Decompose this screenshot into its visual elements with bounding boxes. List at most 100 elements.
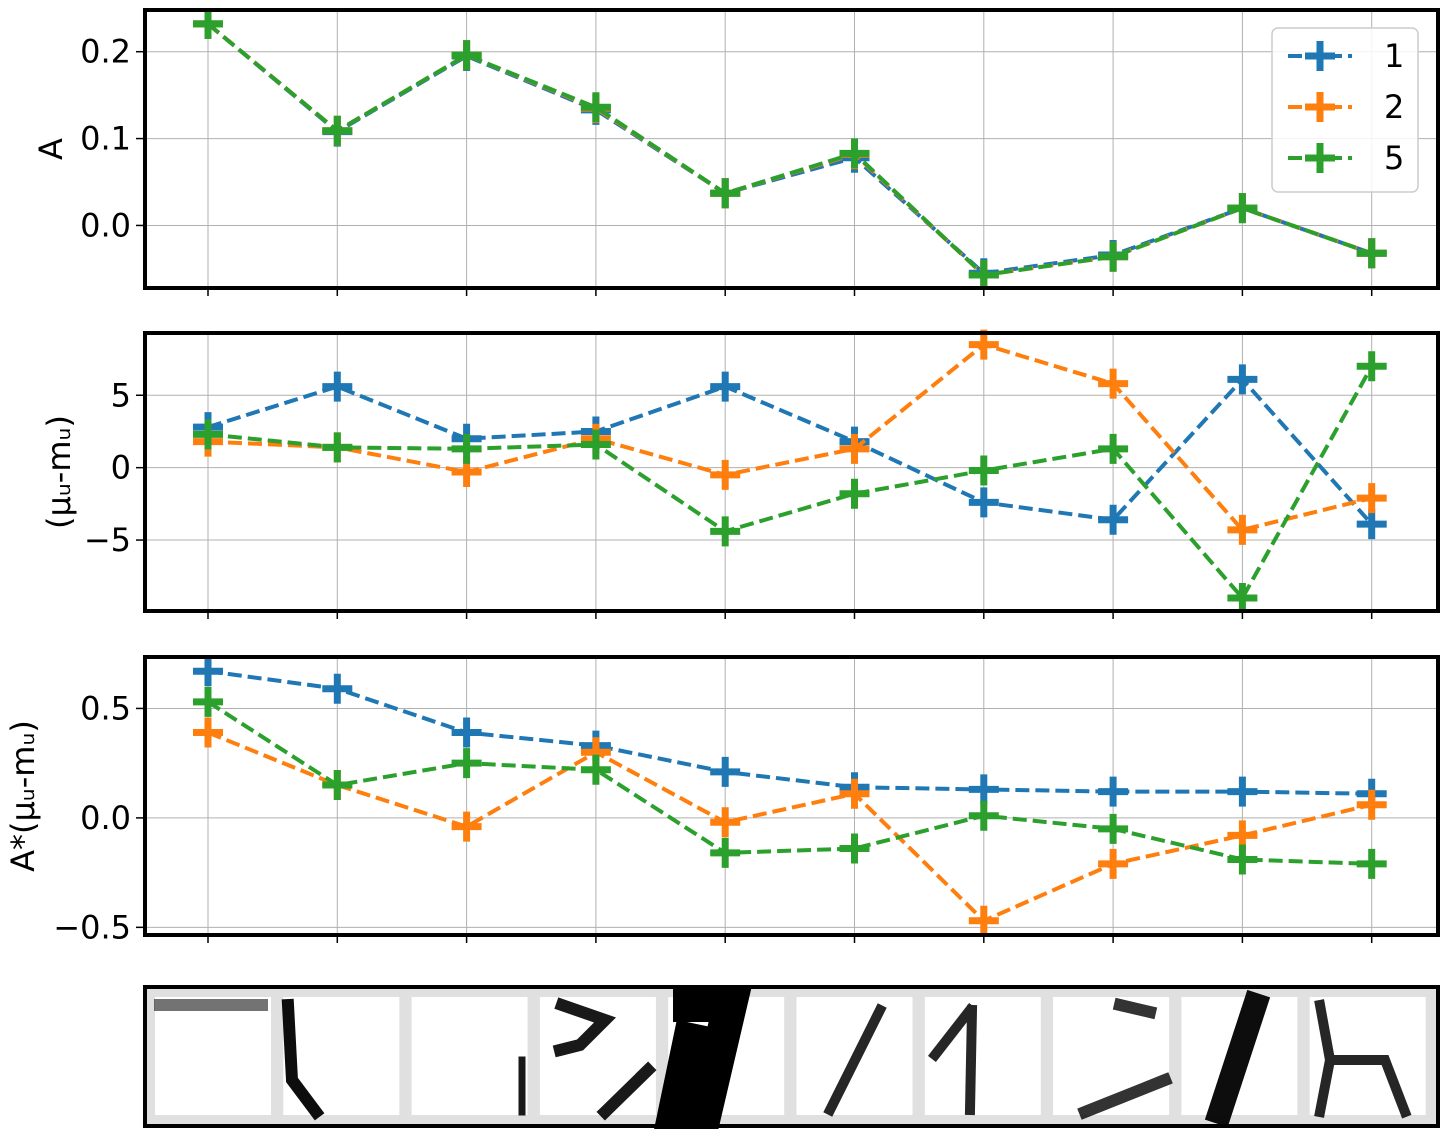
digit-stroke [1077, 997, 1173, 1120]
y-axis-label: A [32, 138, 70, 160]
y-tick-label: 5 [111, 376, 131, 414]
data-point-series-1 [451, 717, 482, 748]
legend-marker-1 [1305, 41, 1335, 71]
data-point-series-5 [193, 8, 223, 39]
data-point-series-2 [968, 905, 999, 936]
data-point-series-5 [710, 516, 741, 547]
y-tick-label: 0.1 [80, 120, 131, 158]
series-line-5 [206, 22, 1373, 278]
data-point-series-5 [968, 455, 999, 486]
digit-patch-3 [411, 997, 528, 1115]
data-point-series-2 [839, 433, 870, 464]
data-point-series-5 [1356, 351, 1387, 382]
y-tick-label: 0.0 [80, 206, 131, 244]
legend-label-1: 1 [1384, 37, 1404, 75]
digit-stroke [552, 997, 657, 1121]
data-point-series-5 [1356, 238, 1387, 269]
data-point-series-5 [322, 432, 353, 463]
axes-frame [143, 8, 1440, 290]
digit-patch-7 [924, 997, 1041, 1115]
panel-a-times-mu-minus-m: −0.5 0.0 0.5 A*(μᵤ-mᵤ) [4, 655, 1440, 946]
digit-stroke [927, 1002, 978, 1116]
series-line-2 [206, 22, 1373, 278]
data-point-series-5 [322, 115, 353, 146]
data-point-series-2 [839, 778, 870, 809]
data-point-series-5 [968, 259, 999, 290]
data-point-series-5 [710, 837, 741, 868]
axes-frame [143, 331, 1440, 613]
data-point-series-2 [1098, 368, 1129, 399]
data-point-series-2 [1227, 514, 1258, 545]
data-point-series-1 [710, 371, 741, 402]
series-line-5 [206, 700, 1372, 866]
data-point-series-5 [1356, 848, 1387, 879]
y-tick-label: 0 [111, 449, 131, 487]
data-point-series-1 [1227, 776, 1258, 807]
digit-patch-1 [155, 997, 271, 1115]
data-point-series-1 [1098, 776, 1129, 807]
y-tick-label: −0.5 [53, 908, 131, 946]
data-point-series-5 [580, 754, 611, 785]
data-point-series-1 [1356, 509, 1387, 540]
data-point-series-2 [193, 717, 223, 748]
legend-label-5: 5 [1384, 139, 1404, 177]
y-tick-label: 0.0 [80, 799, 131, 837]
data-point-series-1 [710, 756, 741, 787]
legend-marker-2 [1305, 92, 1335, 122]
data-point-series-5 [1098, 813, 1129, 844]
data-point-series-5 [451, 40, 482, 71]
strip-frame [143, 985, 1440, 1128]
digit-stroke [281, 998, 325, 1121]
data-point-series-2 [710, 807, 741, 838]
series-line-5 [207, 365, 1374, 602]
y-tick-label: 0.2 [80, 33, 131, 71]
panel-a: 0.0 0.1 0.2 A [32, 8, 1440, 296]
legend-marker-5 [1305, 143, 1335, 173]
data-point-series-1 [322, 673, 353, 704]
data-point-series-5 [710, 178, 741, 209]
data-point-series-2 [1098, 848, 1129, 879]
data-point-series-1 [193, 656, 223, 687]
data-point-series-5 [839, 478, 870, 509]
data-point-series-5 [451, 433, 482, 464]
data-point-series-1 [322, 371, 353, 402]
legend-box [1271, 27, 1419, 193]
digit-stroke [654, 988, 752, 1129]
series-line-1 [207, 376, 1374, 526]
data-point-series-2 [451, 811, 482, 842]
data-point-series-5 [1227, 193, 1258, 224]
axes-frame [143, 655, 1440, 937]
y-tick-label: −5 [84, 521, 131, 559]
series-line-1 [207, 669, 1372, 796]
data-point-series-5 [968, 800, 999, 831]
y-axis-label: A*(μᵤ-mᵤ) [4, 720, 42, 872]
data-point-series-5 [839, 138, 870, 169]
data-point-series-2 [1356, 483, 1387, 514]
data-point-series-2 [710, 459, 741, 490]
digit-stroke [823, 1003, 887, 1117]
data-point-series-5 [1098, 433, 1129, 464]
data-point-series-1 [1098, 504, 1129, 535]
series-line-2 [207, 342, 1373, 533]
data-point-series-5 [580, 429, 611, 460]
series-line-2 [207, 730, 1373, 924]
data-point-series-2 [1356, 789, 1387, 820]
data-point-series-5 [451, 748, 482, 779]
panel-mu-minus-m: −5 0 5 (μᵤ-mᵤ) [40, 329, 1440, 619]
series-line-1 [206, 22, 1373, 276]
data-point-series-1 [968, 487, 999, 518]
data-point-series-5 [580, 92, 611, 123]
y-axis-label: (μᵤ-mᵤ) [40, 415, 78, 529]
data-point-series-1 [1227, 364, 1258, 395]
digit-stroke [1204, 989, 1271, 1128]
digit-stroke [1314, 999, 1412, 1119]
data-point-series-5 [193, 686, 223, 717]
legend-label-2: 2 [1384, 88, 1404, 126]
y-tick-label: 0.5 [80, 689, 131, 727]
legend: 1 2 5 [1271, 27, 1419, 193]
data-point-series-5 [1098, 241, 1129, 272]
data-point-series-5 [193, 419, 223, 450]
data-point-series-5 [839, 833, 870, 864]
data-point-series-5 [1227, 582, 1258, 613]
